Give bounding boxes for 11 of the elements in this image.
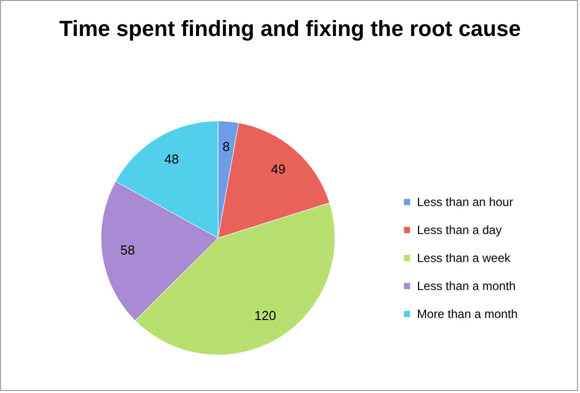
chart-title: Time spent finding and fixing the root cause — [59, 16, 521, 41]
legend-label: Less than a month — [417, 279, 516, 293]
legend-label: Less than a week — [417, 251, 512, 265]
legend-label: Less than an hour — [417, 195, 514, 209]
data-label: 8 — [222, 139, 230, 154]
data-label: 58 — [120, 242, 135, 258]
legend-label: More than a month — [417, 307, 518, 321]
legend-label: Less than a day — [417, 223, 502, 237]
data-label: 49 — [271, 161, 286, 176]
data-label: 48 — [164, 151, 179, 166]
data-label: 120 — [254, 308, 276, 324]
